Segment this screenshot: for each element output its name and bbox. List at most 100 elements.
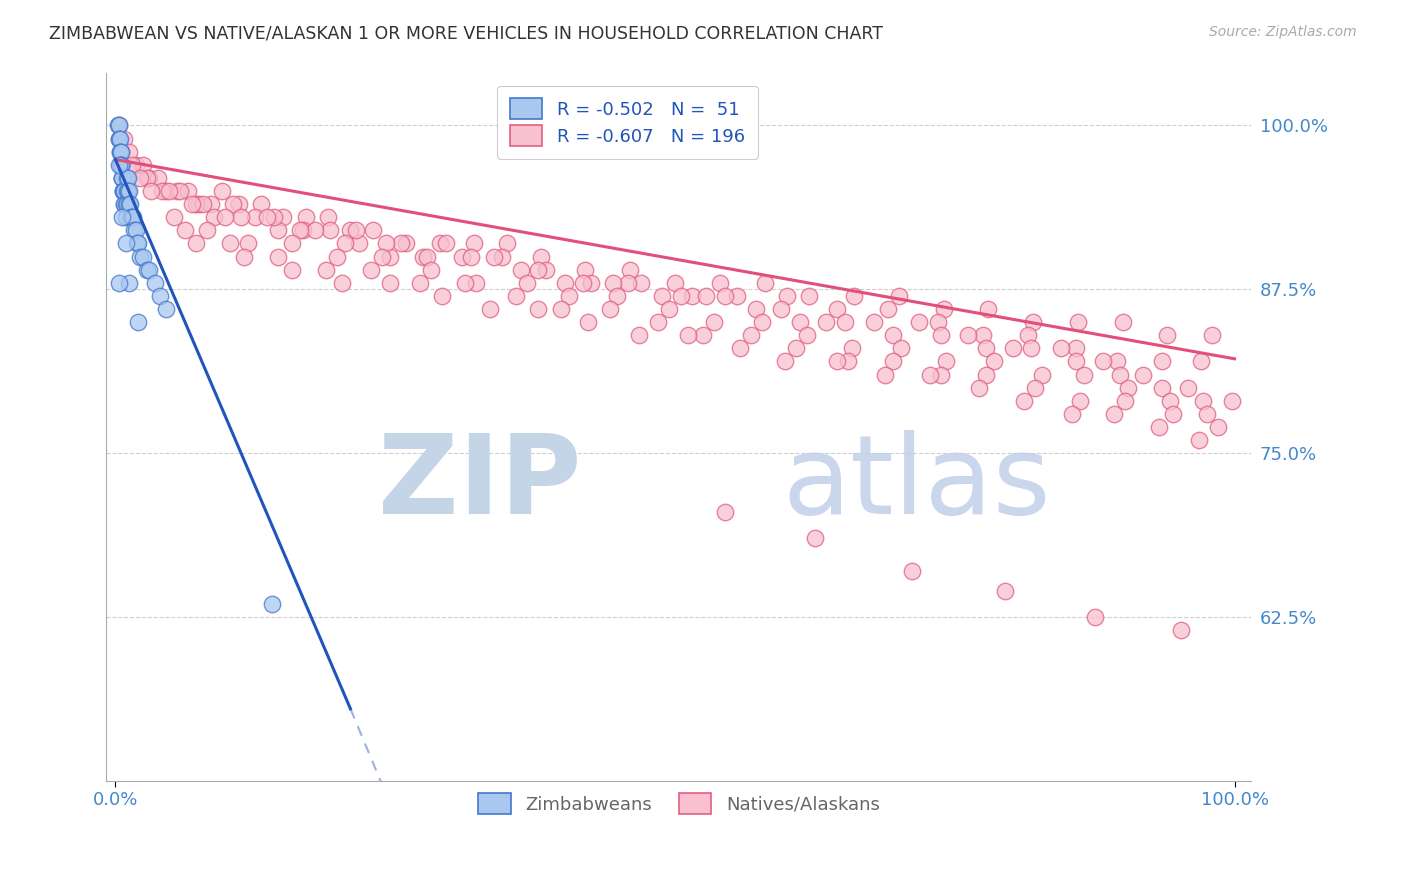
Point [222, 197, 245, 211]
Point [651, 289, 673, 303]
Point [267, 250, 290, 264]
Point [115, 170, 138, 185]
Point [619, 262, 641, 277]
Point [115, 184, 138, 198]
Point [339, 223, 361, 237]
Point [1150, 381, 1173, 395]
Point [173, 223, 195, 237]
Point [281, 236, 304, 251]
Point [669, 289, 692, 303]
Point [932, 301, 955, 316]
Point [315, 262, 337, 277]
Point [111, 170, 134, 185]
Point [152, 184, 174, 198]
Point [1206, 420, 1229, 434]
Point [827, 301, 849, 316]
Point [112, 184, 135, 198]
Point [117, 184, 139, 198]
Point [863, 315, 886, 329]
Point [875, 368, 897, 382]
Point [451, 250, 474, 264]
Text: Source: ZipAtlas.com: Source: ZipAtlas.com [1209, 25, 1357, 39]
Point [409, 276, 432, 290]
Point [1114, 393, 1136, 408]
Point [214, 211, 236, 225]
Point [281, 262, 304, 277]
Point [606, 289, 628, 303]
Point [256, 211, 278, 225]
Point [415, 250, 437, 264]
Point [554, 276, 576, 290]
Point [263, 211, 285, 225]
Point [143, 276, 166, 290]
Point [326, 250, 349, 264]
Point [969, 381, 991, 395]
Point [453, 276, 475, 290]
Point [294, 211, 316, 225]
Point [1116, 381, 1139, 395]
Point [157, 184, 180, 198]
Point [527, 262, 550, 277]
Point [983, 354, 1005, 368]
Point [360, 262, 382, 277]
Point [460, 250, 482, 264]
Point [789, 315, 811, 329]
Point [169, 184, 191, 198]
Point [1112, 315, 1135, 329]
Point [647, 315, 669, 329]
Point [1156, 328, 1178, 343]
Point [799, 289, 821, 303]
Point [841, 341, 863, 355]
Point [972, 328, 994, 343]
Point [974, 341, 997, 355]
Point [111, 211, 134, 225]
Point [177, 184, 200, 198]
Point [931, 328, 953, 343]
Point [751, 315, 773, 329]
Point [464, 276, 486, 290]
Point [429, 236, 451, 251]
Point [112, 184, 135, 198]
Point [796, 328, 818, 343]
Point [664, 276, 686, 290]
Point [1024, 381, 1046, 395]
Point [728, 341, 751, 355]
Point [108, 145, 131, 159]
Point [1050, 341, 1073, 355]
Point [1001, 341, 1024, 355]
Point [330, 276, 353, 290]
Point [740, 328, 762, 343]
Point [678, 328, 700, 343]
Point [1170, 624, 1192, 638]
Point [267, 223, 290, 237]
Point [1177, 381, 1199, 395]
Point [188, 197, 211, 211]
Point [110, 158, 132, 172]
Point [516, 276, 538, 290]
Point [110, 158, 132, 172]
Point [804, 532, 827, 546]
Point [112, 197, 135, 211]
Point [882, 354, 904, 368]
Point [744, 301, 766, 316]
Point [479, 301, 502, 316]
Point [920, 368, 942, 382]
Point [125, 236, 148, 251]
Point [530, 250, 553, 264]
Point [121, 158, 143, 172]
Point [112, 184, 135, 198]
Point [1109, 368, 1132, 382]
Point [776, 289, 799, 303]
Point [714, 505, 737, 519]
Point [876, 301, 898, 316]
Point [887, 289, 910, 303]
Point [725, 289, 748, 303]
Point [211, 184, 233, 198]
Point [1017, 328, 1039, 343]
Point [118, 197, 141, 211]
Point [163, 211, 186, 225]
Point [184, 197, 207, 211]
Point [108, 131, 131, 145]
Point [395, 236, 418, 251]
Point [112, 184, 135, 198]
